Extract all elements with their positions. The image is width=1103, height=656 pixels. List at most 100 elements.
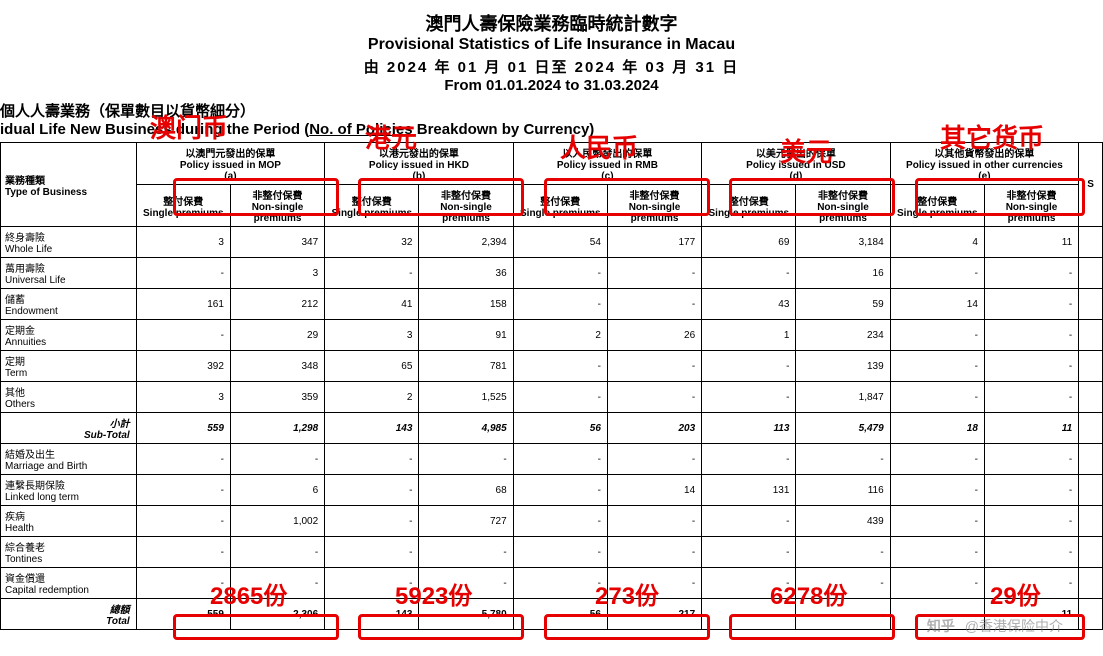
table-row: 定期金Annuities-293912261234-- xyxy=(1,320,1103,351)
data-cell: - xyxy=(890,444,984,475)
row-label: 疾病Health xyxy=(1,506,137,537)
row-label: 萬用壽險Universal Life xyxy=(1,258,137,289)
data-cell: 392 xyxy=(136,351,230,382)
row-label: 資金償還Capital redemption xyxy=(1,568,137,599)
data-cell: - xyxy=(890,506,984,537)
data-cell: 43 xyxy=(702,289,796,320)
row-label: 結婚及出生Marriage and Birth xyxy=(1,444,137,475)
th-mop-cn: 以澳門元發出的保單 xyxy=(141,145,321,160)
period-cn: 由 2024 年 01 月 01 日至 2024 年 03 月 31 日 xyxy=(0,56,1103,77)
table-row: 儲蓄Endowment16121241158--435914- xyxy=(1,289,1103,320)
watermark-logo: 知乎 xyxy=(927,618,955,634)
data-cell: 359 xyxy=(230,382,324,413)
data-cell: 6 xyxy=(230,475,324,506)
annot-usd-label: 美元 xyxy=(780,132,832,169)
data-cell: 54 xyxy=(513,227,607,258)
data-cell: - xyxy=(984,475,1078,506)
data-cell: 5,479 xyxy=(796,413,890,444)
row-label: 儲蓄Endowment xyxy=(1,289,137,320)
data-cell: - xyxy=(890,320,984,351)
row-label: 綜合養老Tontines xyxy=(1,537,137,568)
annot-other-count: 29份 xyxy=(990,576,1041,611)
data-cell: - xyxy=(702,506,796,537)
table-row: 萬用壽險Universal Life-3-36---16-- xyxy=(1,258,1103,289)
th-type-cn: 業務種類 xyxy=(5,172,132,187)
data-cell: - xyxy=(984,258,1078,289)
highlight-box xyxy=(544,614,710,640)
data-cell: 1,002 xyxy=(230,506,324,537)
row-label: 終身壽險Whole Life xyxy=(1,227,137,258)
table-row: 綜合養老Tontines---------- xyxy=(1,537,1103,568)
data-cell: 113 xyxy=(702,413,796,444)
table-row: 終身壽險Whole Life3347322,39454177693,184411 xyxy=(1,227,1103,258)
data-cell: - xyxy=(984,289,1078,320)
data-cell: - xyxy=(136,258,230,289)
th-oth-en: Policy issued in other currencies xyxy=(906,160,1063,171)
watermark-text: @香港保险中介 xyxy=(965,618,1063,634)
data-cell: 1,847 xyxy=(796,382,890,413)
trailing-cell xyxy=(1079,351,1103,382)
data-cell: - xyxy=(890,537,984,568)
th-hkd-en: Policy issued in HKD xyxy=(369,160,469,171)
trailing-cell xyxy=(1079,320,1103,351)
th-mop-en: Policy issued in MOP xyxy=(180,160,281,171)
data-cell: - xyxy=(230,444,324,475)
data-cell: 727 xyxy=(419,506,513,537)
row-label: 小計Sub-Total xyxy=(1,413,137,444)
data-cell: 347 xyxy=(230,227,324,258)
data-cell: 69 xyxy=(702,227,796,258)
data-cell: 203 xyxy=(607,413,701,444)
title-cn: 澳門人壽保險業務臨時統計數字 xyxy=(0,10,1103,36)
data-cell: 139 xyxy=(796,351,890,382)
annot-rmb-count: 273份 xyxy=(595,576,659,611)
data-cell: - xyxy=(702,537,796,568)
data-cell: 56 xyxy=(513,413,607,444)
data-cell: 68 xyxy=(419,475,513,506)
data-cell: - xyxy=(984,351,1078,382)
data-cell: - xyxy=(890,382,984,413)
row-label: 連繫長期保險Linked long term xyxy=(1,475,137,506)
data-cell: 559 xyxy=(136,413,230,444)
data-cell: 131 xyxy=(702,475,796,506)
data-cell: - xyxy=(796,444,890,475)
data-cell: - xyxy=(230,537,324,568)
data-cell: - xyxy=(325,444,419,475)
highlight-box xyxy=(729,614,895,640)
highlight-box xyxy=(544,178,710,216)
highlight-box xyxy=(915,178,1085,216)
table-row: 其他Others335921,525---1,847-- xyxy=(1,382,1103,413)
data-cell: 1,298 xyxy=(230,413,324,444)
data-cell: - xyxy=(890,258,984,289)
data-cell: 161 xyxy=(136,289,230,320)
data-cell: - xyxy=(513,351,607,382)
annot-usd-count: 6278份 xyxy=(770,576,847,611)
trailing-cell xyxy=(1079,258,1103,289)
row-label: 其他Others xyxy=(1,382,137,413)
data-cell: 11 xyxy=(984,413,1078,444)
data-cell: 18 xyxy=(890,413,984,444)
annot-mop-count: 2865份 xyxy=(210,576,287,611)
data-cell: 212 xyxy=(230,289,324,320)
row-label: 定期Term xyxy=(1,351,137,382)
report-header: 澳門人壽保險業務臨時統計數字 Provisional Statistics of… xyxy=(0,0,1103,94)
highlight-box xyxy=(358,178,524,216)
data-cell: 14 xyxy=(607,475,701,506)
data-cell: - xyxy=(513,475,607,506)
table-row: 結婚及出生Marriage and Birth---------- xyxy=(1,444,1103,475)
data-cell: - xyxy=(702,258,796,289)
data-cell: - xyxy=(890,568,984,599)
data-cell: 781 xyxy=(419,351,513,382)
data-cell: 234 xyxy=(796,320,890,351)
data-cell: 439 xyxy=(796,506,890,537)
data-cell: - xyxy=(702,351,796,382)
data-cell: - xyxy=(513,258,607,289)
data-cell: - xyxy=(607,258,701,289)
data-cell: 1 xyxy=(702,320,796,351)
watermark: 知乎 @香港保险中介 xyxy=(927,616,1063,636)
th-type: 業務種類 Type of Business xyxy=(1,143,137,227)
trailing-cell xyxy=(1079,413,1103,444)
data-cell: 3 xyxy=(230,258,324,289)
highlight-box xyxy=(729,178,895,216)
data-cell: - xyxy=(702,444,796,475)
data-cell: 3 xyxy=(136,382,230,413)
